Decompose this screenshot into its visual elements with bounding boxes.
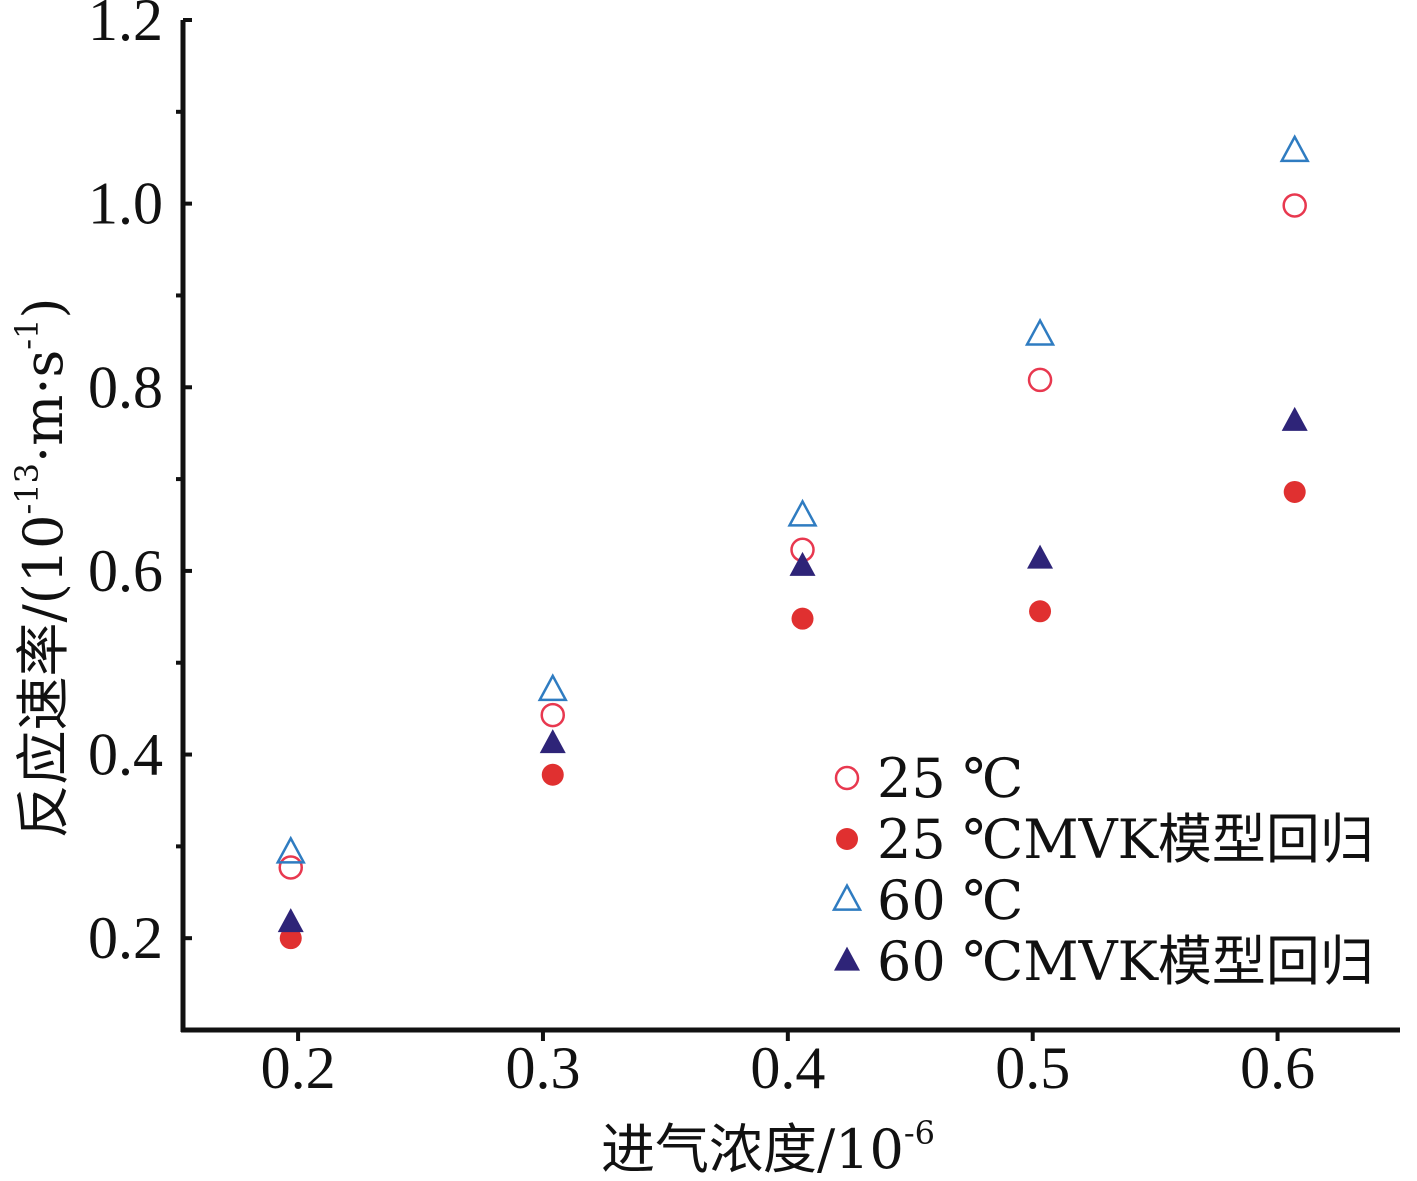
- data-point: [279, 927, 302, 950]
- legend-label: 60 ℃MVK模型回归: [877, 930, 1374, 993]
- x-axis-title: 进气浓度/10-6: [601, 1114, 935, 1181]
- data-point: [1281, 406, 1308, 431]
- data-point: [789, 551, 816, 576]
- data-point: [791, 607, 814, 630]
- x-tick-label: 0.5: [995, 1035, 1070, 1101]
- legend-label: 60 ℃: [877, 869, 1023, 932]
- data-point: [1029, 600, 1052, 623]
- data-point: [541, 763, 564, 786]
- legend-item: 60 ℃MVK模型回归: [834, 930, 1374, 993]
- data-point: [1279, 134, 1310, 163]
- data-point: [537, 673, 568, 702]
- y-tick-label: 1.0: [88, 171, 163, 237]
- x-ticks: 0.2 0.3 0.4 0.5 0.6: [261, 1030, 1315, 1101]
- legend-item: 60 ℃: [831, 869, 1023, 932]
- y-axis-title: 反应速率/(10-13·m·s-1): [8, 297, 75, 838]
- x-tick-label: 0.3: [505, 1035, 580, 1101]
- data-point: [277, 908, 304, 933]
- data-point: [275, 835, 306, 864]
- legend-label: 25 ℃MVK模型回归: [877, 808, 1374, 871]
- y-tick-label: 0.6: [88, 538, 163, 604]
- y-tick-label: 0.8: [88, 354, 163, 420]
- data-point: [1283, 480, 1306, 503]
- series-2-points: [275, 134, 1310, 864]
- y-tick-label: 0.4: [88, 722, 163, 788]
- y-ticks: 0.2 0.4 0.6 0.8 1.0 1.2: [88, 0, 192, 971]
- x-tick-label: 0.6: [1240, 1035, 1315, 1101]
- series-3-points: [277, 406, 1308, 933]
- legend-marker: [834, 946, 860, 971]
- axes: [180, 20, 1400, 1033]
- data-point: [540, 702, 566, 728]
- data-point: [787, 498, 818, 527]
- legend-label: 25 ℃: [877, 747, 1023, 810]
- legend-item: 25 ℃MVK模型回归: [836, 808, 1374, 871]
- data-points: [275, 134, 1310, 950]
- data-point: [539, 729, 566, 754]
- x-tick-label: 0.4: [750, 1035, 825, 1101]
- legend-marker: [834, 765, 860, 791]
- series-0-points: [278, 193, 1307, 880]
- series-1-points: [279, 480, 1306, 950]
- data-point: [278, 855, 303, 880]
- x-tick-label: 0.2: [261, 1035, 336, 1101]
- data-point: [1027, 544, 1054, 569]
- data-point: [1027, 367, 1053, 393]
- data-point: [1024, 317, 1056, 346]
- legend-marker: [831, 882, 863, 911]
- legend-marker: [836, 828, 858, 850]
- legend-item: 25 ℃: [834, 747, 1023, 810]
- y-tick-label: 1.2: [88, 0, 163, 53]
- data-point: [1282, 193, 1307, 218]
- y-tick-label: 0.2: [88, 905, 163, 971]
